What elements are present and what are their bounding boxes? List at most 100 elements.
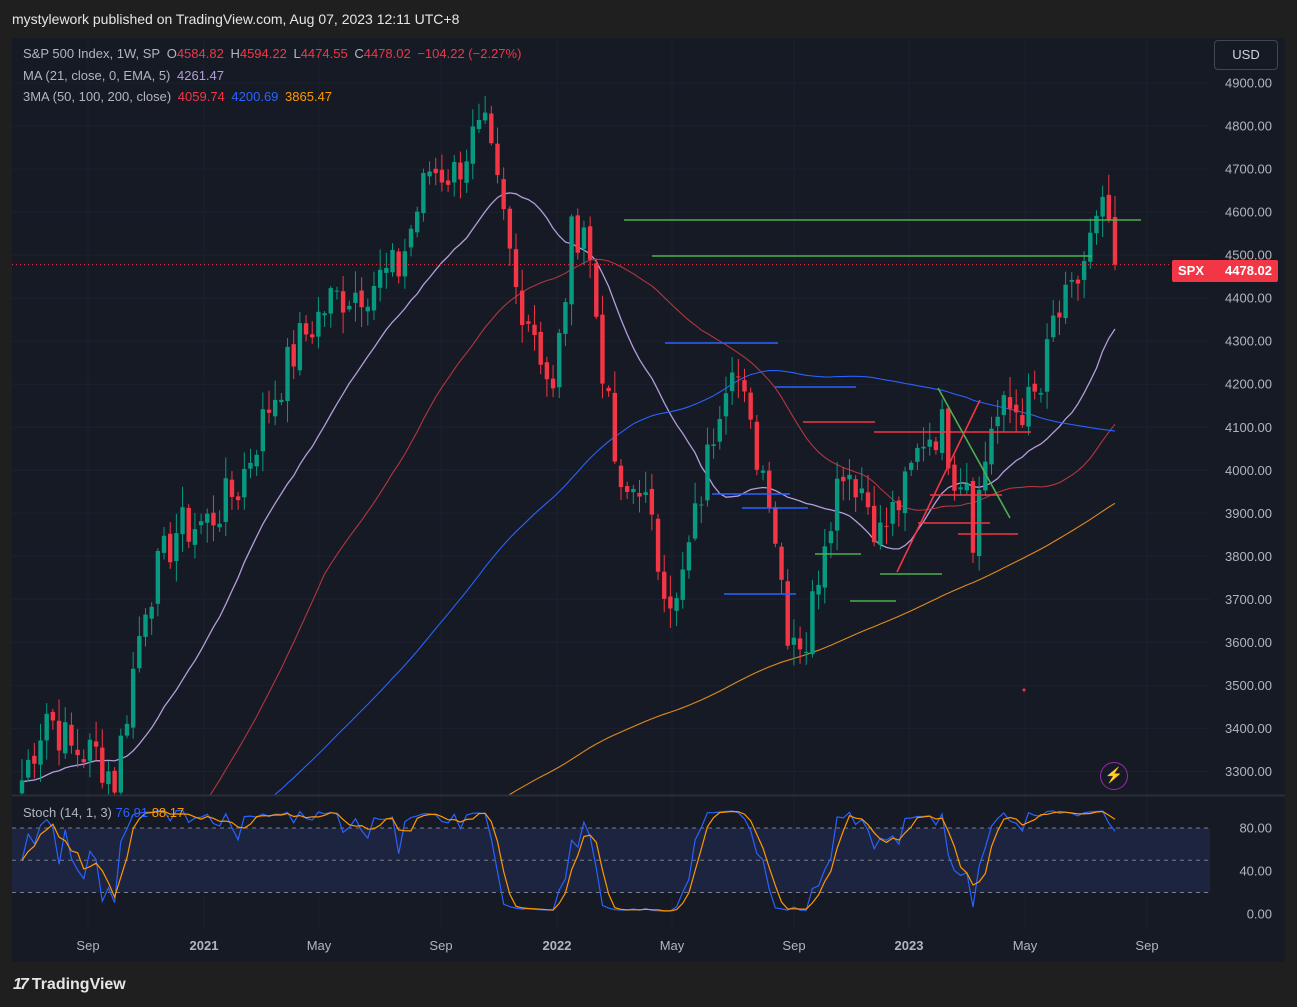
candle-body-up bbox=[705, 444, 710, 501]
candle-body-up bbox=[143, 614, 148, 637]
high-value: 4594.22 bbox=[239, 46, 287, 61]
close-value: 4478.02 bbox=[363, 46, 411, 61]
candle-body-up bbox=[711, 444, 716, 446]
price-axis-label: 3600.00 bbox=[1225, 635, 1272, 650]
candle-body-down bbox=[766, 470, 772, 509]
candle-body-up bbox=[25, 759, 31, 778]
candle-body-down bbox=[779, 546, 784, 580]
candle-body-up bbox=[816, 584, 821, 595]
candle-body-up bbox=[334, 290, 340, 292]
candle-body-up bbox=[242, 468, 247, 498]
candle-body-down bbox=[396, 251, 401, 277]
time-axis-label: Sep bbox=[782, 938, 805, 953]
candle-body-up bbox=[915, 447, 920, 462]
candle-body-up bbox=[130, 668, 136, 728]
candle-body-up bbox=[692, 503, 698, 539]
ma200-value: 3865.47 bbox=[285, 89, 333, 104]
candle-body-up bbox=[390, 250, 395, 273]
candle-body-up bbox=[958, 487, 963, 490]
candle-body-down bbox=[655, 518, 661, 572]
candle-body-down bbox=[853, 479, 858, 498]
candle-body-up bbox=[822, 546, 827, 588]
candle-body-down bbox=[489, 113, 494, 144]
lightning-icon[interactable]: ⚡ bbox=[1100, 762, 1128, 790]
currency-button[interactable]: USD bbox=[1214, 40, 1278, 70]
price-axis-label: 3900.00 bbox=[1225, 506, 1272, 521]
candle-body-up bbox=[384, 268, 389, 273]
candle-body-down bbox=[303, 323, 309, 335]
candle-body-up bbox=[38, 740, 43, 765]
time-axis-label: Sep bbox=[76, 938, 99, 953]
price-axis-label: 4700.00 bbox=[1225, 162, 1272, 177]
candle-body-up bbox=[847, 474, 852, 480]
candle-body-up bbox=[1044, 339, 1050, 392]
stoch-axis-label: 40.00 bbox=[1239, 864, 1272, 879]
footer-bar: 17 TradingView bbox=[0, 962, 1297, 1007]
ma100-value: 4200.69 bbox=[231, 89, 279, 104]
candle-body-up bbox=[124, 723, 130, 736]
time-axis-label: May bbox=[307, 938, 332, 953]
candle-body-up bbox=[106, 771, 111, 785]
stoch-label: Stoch (14, 1, 3) bbox=[23, 805, 112, 820]
candle-body-up bbox=[44, 713, 49, 741]
stoch-band bbox=[12, 828, 1210, 893]
candle-body-up bbox=[408, 228, 414, 248]
candle-body-down bbox=[544, 362, 550, 380]
candle-body-down bbox=[359, 290, 364, 308]
candle-body-up bbox=[1038, 392, 1044, 395]
candle-body-up bbox=[402, 251, 408, 277]
candle-body-down bbox=[594, 263, 599, 317]
ma200-line bbox=[507, 502, 1116, 795]
tradingview-logo[interactable]: 17 TradingView bbox=[13, 976, 126, 994]
candle-body-up bbox=[1026, 386, 1031, 427]
time-axis-label: May bbox=[660, 938, 685, 953]
candle-body-up bbox=[939, 409, 945, 453]
candle-body-down bbox=[526, 321, 531, 324]
stray-mark bbox=[1022, 688, 1026, 692]
candle-body-up bbox=[254, 454, 259, 467]
stoch-legend: Stoch (14, 1, 3) 76.91 88.17 bbox=[23, 805, 184, 820]
candle-body-down bbox=[501, 179, 506, 210]
candle-body-up bbox=[983, 461, 988, 491]
candle-body-down bbox=[1007, 397, 1013, 409]
candle-body-down bbox=[235, 496, 241, 501]
candle-body-up bbox=[680, 569, 685, 600]
stoch-k-line bbox=[21, 809, 1116, 912]
candle-body-up bbox=[631, 488, 636, 493]
trend-line-ascending bbox=[896, 399, 981, 573]
candle-body-down bbox=[668, 596, 673, 609]
candle-body-down bbox=[970, 481, 976, 553]
candle-body-up bbox=[118, 735, 124, 793]
price-axis-label: 3400.00 bbox=[1225, 721, 1272, 736]
candle-body-down bbox=[600, 314, 605, 384]
price-axis-label: 4200.00 bbox=[1225, 377, 1272, 392]
candle-body-down bbox=[637, 492, 642, 497]
candle-body-up bbox=[279, 399, 284, 403]
candle-body-up bbox=[1081, 261, 1087, 280]
candle-body-up bbox=[415, 211, 420, 233]
candle-body-down bbox=[797, 638, 803, 650]
candle-body-up bbox=[161, 535, 167, 553]
time-axis-label: 2023 bbox=[895, 938, 924, 953]
candle-body-down bbox=[340, 291, 346, 313]
candle-body-down bbox=[550, 378, 556, 389]
candle-body-down bbox=[606, 387, 611, 392]
candle-body-down bbox=[495, 143, 500, 176]
stoch-d-value: 88.17 bbox=[151, 805, 185, 820]
candle-body-down bbox=[871, 505, 877, 543]
candle-body-down bbox=[532, 324, 537, 336]
candle-body-down bbox=[1057, 312, 1062, 318]
candle-body-up bbox=[365, 306, 371, 312]
candle-body-down bbox=[1020, 415, 1025, 426]
candle-body-up bbox=[1069, 279, 1074, 282]
candle-body-down bbox=[785, 581, 790, 646]
candle-body-up bbox=[192, 529, 198, 545]
candle-body-up bbox=[285, 346, 290, 402]
candle-body-up bbox=[248, 462, 253, 469]
stoch-axis-label: 80.00 bbox=[1239, 821, 1272, 836]
candle-body-up bbox=[921, 446, 926, 449]
price-axis-label: 4100.00 bbox=[1225, 420, 1272, 435]
candle-body-up bbox=[470, 126, 475, 164]
candle-body-down bbox=[538, 331, 543, 365]
